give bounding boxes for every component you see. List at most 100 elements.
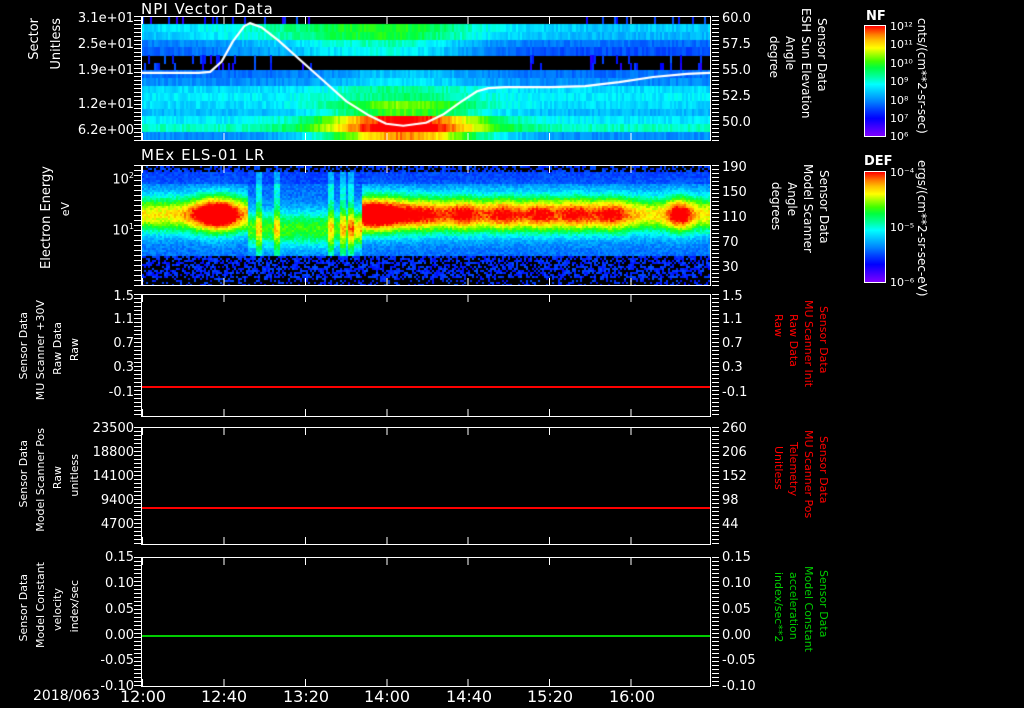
panel-3-right-axis-line-3: Raw (772, 314, 785, 338)
def-colorbar-tick-0: 10⁻⁴ (890, 166, 915, 179)
date-label: 2018/063 (33, 688, 101, 704)
panel-2-title: MEx ELS-01 LR (141, 146, 266, 164)
panel-1-left-axis-units: Unitless (49, 18, 64, 70)
nf-colorbar-tick-4: 10⁸ (890, 94, 909, 107)
panel-4-left-axis-line-0: Sensor Data (17, 440, 30, 508)
panel-1-right-axis-line-3: degree (767, 36, 781, 79)
panel-1-right-axis-label: Sensor Data ESH Sun Elevation Angle degr… (767, 8, 838, 138)
panel-5-bottom-ticks (142, 679, 710, 686)
panel-5-left-axis-line-1: Model Constant (34, 562, 47, 648)
panel-1-left-axis-text: Sector (27, 18, 42, 60)
panel-5-ytick-1: 0.10 (105, 576, 134, 591)
panel-2-right-minor-ticks (712, 165, 719, 286)
xtick-6: 16:00 (609, 687, 656, 706)
panel-5-right-axis-line-0: Sensor Data (817, 570, 830, 638)
xtick-2: 13:20 (283, 687, 330, 706)
nf-colorbar-tick-2: 10¹⁰ (890, 57, 913, 70)
panel-3-right-axis-line-0: Sensor Data (817, 306, 830, 374)
panel-2-left-minor-ticks (134, 165, 141, 286)
panel-1-ytick-1: 2.5e+01 (77, 37, 134, 52)
panel-5-right-axis-label: Sensor Data Model Constant acceleration … (770, 562, 836, 687)
panel-3-ytick-4: -0.1 (108, 385, 134, 400)
panel-4-data-line (142, 507, 710, 509)
panel-2-plot-area[interactable] (141, 165, 711, 286)
nf-colorbar-tick-6: 10⁶ (890, 130, 909, 143)
panel-2-right-axis-line-0: Sensor Data (817, 170, 831, 244)
panel-3-right-ytick-4: -0.1 (722, 385, 748, 400)
panel-3-left-axis-line-2: Raw Data (51, 322, 64, 375)
panel-5-right-ytick-2: 0.05 (722, 602, 751, 617)
panel-3-ytick-3: 0.3 (113, 360, 134, 375)
panel-2-right-axis-line-2: Angle (785, 182, 799, 217)
panel-4-ytick-0: 23500 (92, 421, 134, 436)
panel-3-top-ticks (142, 295, 710, 302)
xtick-0: 12:00 (120, 687, 167, 706)
panel-1-left-minor-ticks (134, 16, 141, 141)
panel-1-ytick-0: 3.1e+01 (77, 11, 134, 26)
panel-5-top-ticks (142, 558, 710, 565)
panel-4-right-minor-ticks (712, 427, 719, 545)
nf-colorbar-title: NF (866, 9, 886, 24)
panel-2-left-axis-units: eV (59, 202, 72, 217)
panel-4-right-axis-line-2: Telemetry (787, 442, 800, 497)
panel-1-ytick-4: 6.2e+00 (77, 123, 134, 138)
nf-colorbar-tick-5: 10⁷ (890, 112, 909, 125)
panel-4-left-minor-ticks (134, 427, 141, 545)
panel-3-right-ytick-0: 1.5 (722, 289, 743, 304)
xtick-3: 14:00 (364, 687, 411, 706)
xtick-1: 12:40 (201, 687, 248, 706)
panel-3-bottom-ticks (142, 409, 710, 416)
panel-4-right-axis-label: Sensor Data MU Scanner Pos Telemetry Uni… (770, 428, 836, 546)
panel-5-ytick-4: -0.05 (100, 653, 134, 668)
panel-4-left-axis-line-1: Model Scanner Pos (34, 428, 47, 532)
def-colorbar-title: DEF (864, 154, 893, 169)
panel-5-ytick-2: 0.05 (105, 602, 134, 617)
panel-4-right-ytick-1: 206 (722, 445, 747, 460)
panel-1-right-minor-ticks (712, 16, 719, 141)
nf-colorbar (864, 25, 886, 137)
def-colorbar-tick-2: 10⁻⁶ (890, 276, 915, 289)
panel-3-left-minor-ticks (134, 294, 141, 417)
panel-1-right-axis-line-2: Angle (783, 36, 797, 71)
panel-1-title: NPI Vector Data (141, 0, 274, 18)
panel-4-left-axis-line-2: Raw (51, 466, 64, 490)
panel-1-right-axis-line-1: ESH Sun Elevation (799, 8, 813, 119)
panel-3-right-ytick-1: 1.1 (722, 312, 743, 327)
nf-colorbar-tick-0: 10¹² (890, 20, 913, 33)
panel-5-ytick-3: 0.00 (105, 628, 134, 643)
panel-3-right-ytick-3: 0.3 (722, 360, 743, 375)
panel-5-right-axis-line-2: acceleration (787, 572, 800, 640)
panel-4-top-ticks (142, 428, 710, 435)
xtick-5: 15:20 (527, 687, 574, 706)
def-colorbar-units: ergs/(cm**2-sr-sec-eV) (915, 160, 929, 297)
panel-3-right-axis-line-2: Raw Data (787, 314, 800, 367)
panel-1-plot-area[interactable] (141, 16, 711, 141)
panel-4-bottom-ticks (142, 537, 710, 544)
panel-4-right-axis-line-3: Unitless (772, 446, 785, 490)
nf-colorbar-tick-1: 10¹¹ (890, 38, 913, 51)
panel-1-right-ytick-3: 52.5 (722, 89, 751, 104)
panel-1-right-ytick-0: 60.0 (722, 11, 751, 26)
panel-3-plot-area[interactable] (141, 294, 711, 417)
panel-5-right-axis-line-1: Model Constant (802, 566, 815, 652)
panel-4-right-ytick-3: 98 (722, 493, 739, 508)
panel-2-right-axis-line-3: degrees (769, 182, 783, 231)
panel-2-right-axis-label: Sensor Data Model Scanner Angle degrees (769, 160, 836, 285)
panel-1-ytick-3: 1.2e+01 (77, 97, 134, 112)
panel-5-right-ytick-1: 0.10 (722, 576, 751, 591)
panel-2-ytick-1: 101 (112, 222, 134, 239)
panel-1-ytick-2: 1.9e+01 (77, 63, 134, 78)
panel-2-right-ytick-3: 70 (722, 235, 739, 250)
panel-3-data-line (142, 386, 710, 388)
panel-4-plot-area[interactable] (141, 427, 711, 545)
panel-2-right-ytick-2: 110 (722, 210, 747, 225)
panel-5-ytick-5: -0.10 (100, 679, 134, 694)
panel-5-left-axis-line-0: Sensor Data (17, 574, 30, 642)
panel-2-ytick-0: 102 (112, 171, 134, 188)
panel-5-plot-area[interactable] (141, 557, 711, 687)
def-colorbar (864, 171, 886, 283)
panel-3-right-axis-line-1: MU Scanner Init (802, 300, 815, 388)
panel-1-right-axis-line-0: Sensor Data (815, 18, 829, 92)
panel-2-right-ytick-1: 150 (722, 185, 747, 200)
xtick-4: 14:40 (446, 687, 493, 706)
